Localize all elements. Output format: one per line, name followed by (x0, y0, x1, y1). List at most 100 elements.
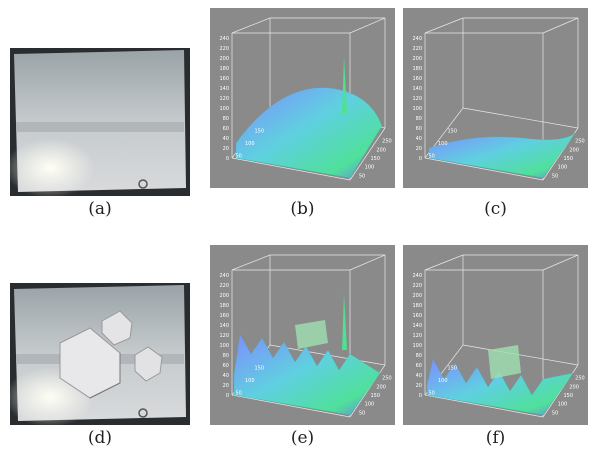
z-tick-label: 60 (416, 363, 422, 369)
z-tick-label: 80 (416, 353, 422, 359)
x-tick-label: 50 (429, 391, 435, 397)
figure: (a)0204060801001201401601802002202405010… (0, 0, 597, 450)
z-tick-label: 100 (219, 106, 229, 112)
caption: (c) (484, 199, 507, 219)
y-tick-label: 100 (558, 165, 568, 171)
z-tick-label: 80 (223, 353, 229, 359)
y-tick-label: 200 (376, 384, 386, 390)
z-tick-label: 20 (416, 383, 422, 389)
caption: (b) (290, 199, 314, 219)
y-tick-label: 100 (365, 165, 375, 171)
z-tick-label: 140 (412, 323, 422, 329)
z-tick-label: 20 (416, 146, 422, 152)
photo (5, 283, 190, 427)
y-tick-label: 200 (569, 384, 579, 390)
z-tick-label: 100 (219, 343, 229, 349)
z-tick-label: 120 (219, 96, 229, 102)
caption: (d) (88, 428, 112, 448)
z-tick-label: 220 (219, 283, 229, 289)
plateau (488, 345, 521, 379)
z-tick-label: 240 (219, 273, 229, 279)
z-tick-label: 100 (412, 343, 422, 349)
x-tick-label: 150 (448, 366, 458, 372)
z-tick-label: 200 (412, 293, 422, 299)
y-tick-label: 150 (371, 156, 381, 162)
z-tick-label: 100 (412, 106, 422, 112)
x-tick-label: 150 (255, 366, 265, 372)
z-tick-label: 40 (416, 136, 422, 142)
caption: (a) (88, 199, 111, 219)
z-tick-label: 40 (223, 373, 229, 379)
z-tick-label: 160 (412, 313, 422, 319)
z-tick-label: 80 (223, 116, 229, 122)
y-tick-label: 50 (552, 173, 558, 179)
y-tick-label: 150 (564, 393, 574, 399)
z-tick-label: 160 (219, 313, 229, 319)
z-tick-label: 20 (223, 383, 229, 389)
z-tick-label: 200 (412, 56, 422, 62)
z-tick-label: 220 (219, 46, 229, 52)
z-tick-label: 140 (219, 323, 229, 329)
y-tick-label: 50 (359, 173, 365, 179)
y-tick-label: 100 (365, 402, 375, 408)
z-tick-label: 60 (223, 126, 229, 132)
plot-3d: 0204060801001201401601802002202405010015… (210, 245, 395, 425)
z-tick-label: 80 (416, 116, 422, 122)
z-tick-label: 0 (226, 393, 229, 399)
caption: (f) (486, 428, 506, 448)
x-tick-label: 100 (438, 141, 448, 147)
z-tick-label: 160 (219, 76, 229, 82)
y-tick-label: 150 (564, 156, 574, 162)
z-tick-label: 180 (412, 66, 422, 72)
z-tick-label: 180 (219, 66, 229, 72)
x-tick-label: 50 (236, 391, 242, 397)
z-tick-label: 140 (219, 86, 229, 92)
z-tick-label: 40 (223, 136, 229, 142)
y-tick-label: 250 (382, 139, 392, 145)
z-tick-label: 140 (412, 86, 422, 92)
photo-glow (5, 138, 95, 198)
z-tick-label: 120 (412, 333, 422, 339)
plot-3d: 0204060801001201401601802002202405010015… (403, 245, 588, 425)
z-tick-label: 220 (412, 283, 422, 289)
y-tick-label: 50 (359, 410, 365, 416)
z-tick-label: 240 (219, 36, 229, 42)
x-tick-label: 150 (255, 129, 265, 135)
z-tick-label: 120 (219, 333, 229, 339)
y-tick-label: 150 (371, 393, 381, 399)
photo (5, 48, 190, 198)
z-tick-label: 40 (416, 373, 422, 379)
y-tick-label: 200 (376, 147, 386, 153)
z-tick-label: 0 (419, 393, 422, 399)
z-tick-label: 240 (412, 36, 422, 42)
photo-band (16, 122, 184, 132)
z-tick-label: 200 (219, 293, 229, 299)
y-tick-label: 50 (552, 410, 558, 416)
z-tick-label: 0 (419, 156, 422, 162)
x-tick-label: 100 (438, 378, 448, 384)
x-tick-label: 50 (236, 154, 242, 160)
z-tick-label: 120 (412, 96, 422, 102)
z-tick-label: 200 (219, 56, 229, 62)
z-tick-label: 180 (219, 303, 229, 309)
x-tick-label: 100 (245, 378, 255, 384)
z-tick-label: 240 (412, 273, 422, 279)
x-tick-label: 150 (448, 129, 458, 135)
z-tick-label: 180 (412, 303, 422, 309)
caption: (e) (291, 428, 314, 448)
y-tick-label: 250 (575, 376, 585, 382)
z-tick-label: 60 (223, 363, 229, 369)
y-tick-label: 250 (575, 139, 585, 145)
z-tick-label: 0 (226, 156, 229, 162)
x-tick-label: 50 (429, 154, 435, 160)
plot-3d: 0204060801001201401601802002202405010015… (403, 8, 588, 188)
y-tick-label: 100 (558, 402, 568, 408)
y-tick-label: 200 (569, 147, 579, 153)
y-tick-label: 250 (382, 376, 392, 382)
z-tick-label: 220 (412, 46, 422, 52)
x-tick-label: 100 (245, 141, 255, 147)
z-tick-label: 20 (223, 146, 229, 152)
z-tick-label: 60 (416, 126, 422, 132)
z-tick-label: 160 (412, 76, 422, 82)
plot-3d: 0204060801001201401601802002202405010015… (210, 8, 395, 188)
